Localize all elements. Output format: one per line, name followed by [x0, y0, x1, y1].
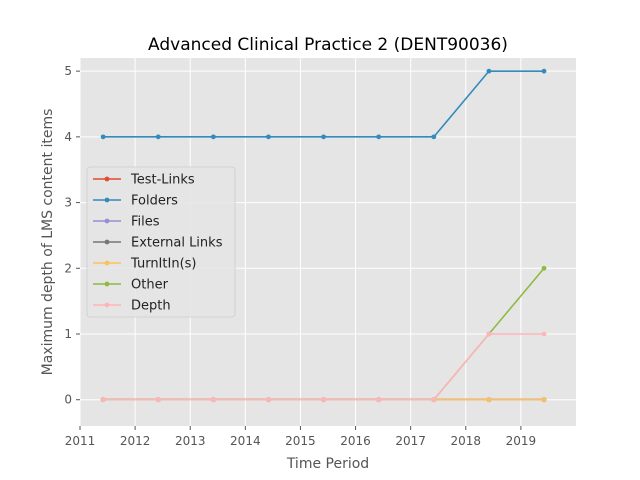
data-point-depth [376, 397, 382, 403]
legend-box [86, 166, 236, 318]
data-point-depth [155, 397, 161, 403]
data-point-folders [321, 134, 326, 140]
y-tick-label: 0 [64, 393, 72, 407]
y-axis-label: Maximum depth of LMS content items [40, 109, 56, 376]
data-point-depth [541, 331, 547, 337]
series-lines [100, 68, 547, 403]
x-tick-label: 2011 [65, 434, 96, 448]
legend-swatch-marker [104, 176, 110, 182]
x-tick-label: 2017 [395, 434, 426, 448]
data-point-other [541, 265, 547, 271]
legend-swatch-marker [104, 197, 110, 203]
axis-ticks: 2011 2012 2013 2014 2015 2016 2017 2018 2019 0 1 2 3… [64, 64, 536, 448]
legend-label: Test-Links [130, 173, 195, 188]
x-tick-label: 2018 [451, 434, 482, 448]
x-tick-label: 2016 [340, 434, 371, 448]
data-point-depth [210, 397, 216, 403]
x-tick-label: 2019 [506, 434, 537, 448]
legend: Test-Links Folders Files External Links Turn… [86, 166, 236, 318]
legend-entry: Files [93, 215, 160, 230]
y-tick-label: 2 [64, 261, 72, 275]
y-tick-label: 3 [64, 196, 72, 210]
data-point-depth [431, 397, 437, 403]
x-tick-label: 2013 [175, 434, 206, 448]
data-point-folders [486, 68, 492, 74]
data-point-folders [155, 134, 161, 140]
legend-label: Other [131, 278, 169, 293]
legend-swatch-marker [104, 239, 110, 245]
data-point-folders [210, 134, 216, 140]
legend-swatch-marker [104, 260, 110, 266]
data-point-depth [321, 397, 326, 403]
data-point-folders [431, 134, 437, 140]
legend-label: Folders [131, 194, 178, 209]
legend-label: Files [131, 215, 160, 230]
legend-entry: Test-Links [93, 173, 195, 188]
y-tick-label: 5 [64, 64, 72, 78]
data-point-depth [100, 397, 106, 403]
y-tick-label: 1 [64, 327, 72, 341]
y-tick-label: 4 [64, 130, 72, 144]
legend-label: Depth [131, 299, 171, 314]
x-tick-label: 2014 [230, 434, 261, 448]
x-tick-label: 2012 [120, 434, 151, 448]
data-point-depth [266, 397, 271, 403]
legend-entry: Depth [93, 299, 171, 314]
data-point-turnitin-s [486, 397, 492, 403]
x-axis-label: Time Period [286, 456, 369, 472]
data-point-folders [376, 134, 382, 140]
legend-swatch-marker [104, 218, 110, 224]
series-folders [100, 68, 547, 140]
legend-entry: External Links [93, 236, 223, 251]
legend-entry: Other [93, 278, 169, 293]
data-point-folders [266, 134, 271, 140]
data-point-depth [486, 331, 492, 337]
legend-entry: TurnItIn(s) [93, 257, 196, 272]
x-tick-label: 2015 [285, 434, 316, 448]
legend-label: TurnItIn(s) [130, 257, 196, 272]
legend-swatch-marker [104, 302, 110, 308]
legend-label: External Links [131, 236, 223, 251]
data-point-turnitin-s [541, 397, 547, 403]
legend-swatch-marker [104, 281, 110, 287]
chart-title: Advanced Clinical Practice 2 (DENT90036) [148, 35, 508, 55]
data-point-folders [541, 68, 547, 74]
series-depth [100, 331, 547, 403]
data-point-folders [100, 134, 106, 140]
legend-entry: Folders [93, 194, 178, 209]
